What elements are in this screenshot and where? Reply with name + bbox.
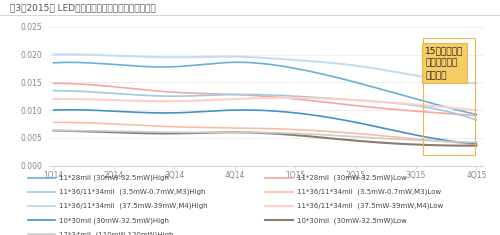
Text: 11*36/11*34mil  (37.5mW-39mW,M4)Low: 11*36/11*34mil (37.5mW-39mW,M4)Low xyxy=(296,203,443,209)
Text: 17*34mil  (110mW-120mW)High: 17*34mil (110mW-120mW)High xyxy=(59,231,174,235)
Text: 11*28mil  (30mW-32.5mW)Low: 11*28mil (30mW-32.5mW)Low xyxy=(296,175,406,181)
Text: 10*30mil  (30mW-32.5mW)Low: 10*30mil (30mW-32.5mW)Low xyxy=(296,217,406,223)
Text: 图3：2015年 LED芯片价格持续走低（单位：美元）: 图3：2015年 LED芯片价格持续走低（单位：美元） xyxy=(10,4,156,12)
Text: 11*36/11*34mil  (37.5mW-39mW,M4)High: 11*36/11*34mil (37.5mW-39mW,M4)High xyxy=(59,203,208,209)
Text: 11*36/11*34mil  (3.5mW-0.7mW,M3)High: 11*36/11*34mil (3.5mW-0.7mW,M3)High xyxy=(59,189,206,195)
Text: 10*30mil (30mW-32.5mW)High: 10*30mil (30mW-32.5mW)High xyxy=(59,217,169,223)
Text: 15年底价格处
在低位；行业
经历寒冬: 15年底价格处 在低位；行业 经历寒冬 xyxy=(425,46,464,80)
Text: 11*36/11*34mil  (3.5mW-0.7mW,M3)Low: 11*36/11*34mil (3.5mW-0.7mW,M3)Low xyxy=(296,189,440,195)
Text: 11*28mil (30mW-32.5mW)High: 11*28mil (30mW-32.5mW)High xyxy=(59,175,169,181)
